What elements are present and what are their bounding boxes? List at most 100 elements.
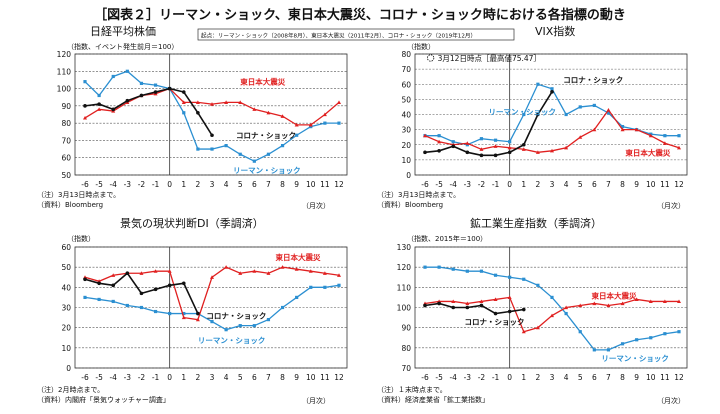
data-point-quake bbox=[238, 100, 243, 104]
data-point-quake bbox=[423, 133, 427, 138]
x-axis-label: （月次） bbox=[657, 396, 685, 405]
y-tick-label: 60 bbox=[61, 243, 71, 252]
x-tick-label: -6 bbox=[81, 180, 89, 189]
y-tick-label: 60 bbox=[61, 154, 71, 163]
series-label-quake: 東日本大震災 bbox=[625, 147, 670, 157]
series-label-corona: コロナ・ショック bbox=[563, 75, 623, 85]
x-tick-label: 2 bbox=[195, 180, 200, 189]
series-line-quake bbox=[84, 87, 340, 126]
series-line-corona bbox=[84, 87, 213, 136]
data-point-corona bbox=[153, 90, 158, 94]
data-point-corona bbox=[83, 277, 87, 282]
x-tick-label: 10 bbox=[646, 180, 656, 189]
data-point-lehman bbox=[111, 74, 115, 79]
data-point-corona bbox=[479, 153, 484, 158]
data-point-lehman bbox=[111, 299, 115, 304]
chart-title: 鉱工業生産指数（季調済） bbox=[470, 216, 602, 230]
chart-source: （資料）Bloomberg bbox=[377, 200, 443, 209]
data-point-quake bbox=[507, 145, 512, 150]
x-tick-label: 5 bbox=[578, 180, 583, 189]
x-tick-label: 7 bbox=[606, 180, 611, 189]
data-point-lehman bbox=[522, 112, 526, 117]
x-tick-label: 2 bbox=[535, 180, 540, 189]
x-tick-label: 12 bbox=[334, 373, 344, 382]
chart-title: 景気の現状判断DI（季調済） bbox=[120, 216, 264, 230]
x-tick-label: -2 bbox=[478, 373, 486, 382]
x-tick-label: -5 bbox=[95, 373, 103, 382]
data-point-corona bbox=[97, 281, 101, 286]
data-point-quake bbox=[210, 102, 214, 106]
data-point-quake bbox=[322, 112, 327, 117]
origin-note-box bbox=[197, 28, 515, 41]
x-tick-label: 9 bbox=[634, 373, 639, 382]
data-point-lehman bbox=[479, 137, 484, 141]
data-point-corona bbox=[111, 283, 116, 288]
data-point-lehman bbox=[649, 336, 653, 340]
data-point-corona bbox=[167, 86, 172, 91]
data-point-quake bbox=[337, 273, 341, 277]
x-tick-label: 1 bbox=[521, 180, 526, 189]
series-label-quake: 東日本大震災 bbox=[240, 77, 285, 87]
data-point-quake bbox=[322, 271, 327, 275]
x-tick-label: -6 bbox=[81, 373, 89, 382]
data-point-corona bbox=[210, 133, 214, 138]
y-tick-label: 110 bbox=[397, 283, 412, 292]
data-point-quake bbox=[662, 299, 667, 304]
data-point-lehman bbox=[252, 159, 256, 163]
data-point-quake bbox=[139, 271, 144, 275]
data-point-quake bbox=[337, 100, 341, 104]
data-point-lehman bbox=[508, 275, 512, 279]
x-tick-label: 6 bbox=[592, 373, 597, 382]
data-point-lehman bbox=[238, 324, 242, 328]
y-tick-label: 70 bbox=[401, 364, 411, 373]
x-tick-label: -5 bbox=[435, 373, 443, 382]
x-tick-label: 3 bbox=[210, 180, 215, 189]
data-point-lehman bbox=[280, 144, 285, 148]
data-point-corona bbox=[493, 311, 498, 316]
data-point-lehman bbox=[536, 82, 540, 86]
data-point-lehman bbox=[550, 295, 554, 300]
x-tick-label: 10 bbox=[306, 180, 316, 189]
y-tick-label: 20 bbox=[401, 141, 411, 150]
data-point-lehman bbox=[536, 283, 540, 287]
y-tick-label: 50 bbox=[61, 263, 71, 272]
y-tick-label: 0 bbox=[66, 364, 71, 373]
data-point-quake bbox=[521, 329, 526, 334]
x-tick-label: 3 bbox=[550, 180, 555, 189]
data-point-lehman bbox=[337, 121, 341, 125]
y-tick-label: 80 bbox=[61, 119, 71, 128]
data-point-quake bbox=[437, 139, 442, 144]
x-tick-label: -4 bbox=[109, 180, 117, 189]
x-tick-label: 8 bbox=[280, 373, 285, 382]
series-line-lehman bbox=[425, 266, 680, 351]
data-point-lehman bbox=[677, 330, 681, 334]
y-tick-label: 70 bbox=[401, 65, 411, 74]
data-point-lehman bbox=[522, 277, 526, 281]
data-point-quake bbox=[677, 145, 681, 150]
data-point-lehman bbox=[182, 111, 186, 115]
x-tick-label: 6 bbox=[592, 180, 597, 189]
x-tick-label: -6 bbox=[421, 373, 429, 382]
chart-subtitle: （指数、2015年＝100） bbox=[407, 234, 487, 243]
x-tick-label: 5 bbox=[578, 373, 583, 382]
data-point-corona bbox=[139, 291, 144, 296]
x-tick-label: -4 bbox=[109, 373, 117, 382]
data-point-lehman bbox=[196, 147, 200, 151]
y-tick-label: 100 bbox=[397, 304, 412, 313]
x-tick-label: -5 bbox=[95, 180, 103, 189]
x-tick-label: 11 bbox=[320, 180, 330, 189]
data-point-lehman bbox=[493, 273, 498, 277]
y-tick-label: 120 bbox=[57, 50, 72, 59]
plot-frame bbox=[74, 53, 348, 176]
data-point-corona bbox=[423, 150, 427, 155]
data-point-lehman bbox=[465, 269, 469, 273]
chart-note: （注）3月13日時点まで。 bbox=[377, 190, 460, 199]
data-point-corona bbox=[97, 102, 101, 106]
data-point-corona bbox=[111, 107, 116, 112]
data-point-corona bbox=[479, 303, 484, 308]
series-line-corona bbox=[424, 302, 524, 315]
data-point-quake bbox=[564, 305, 569, 310]
